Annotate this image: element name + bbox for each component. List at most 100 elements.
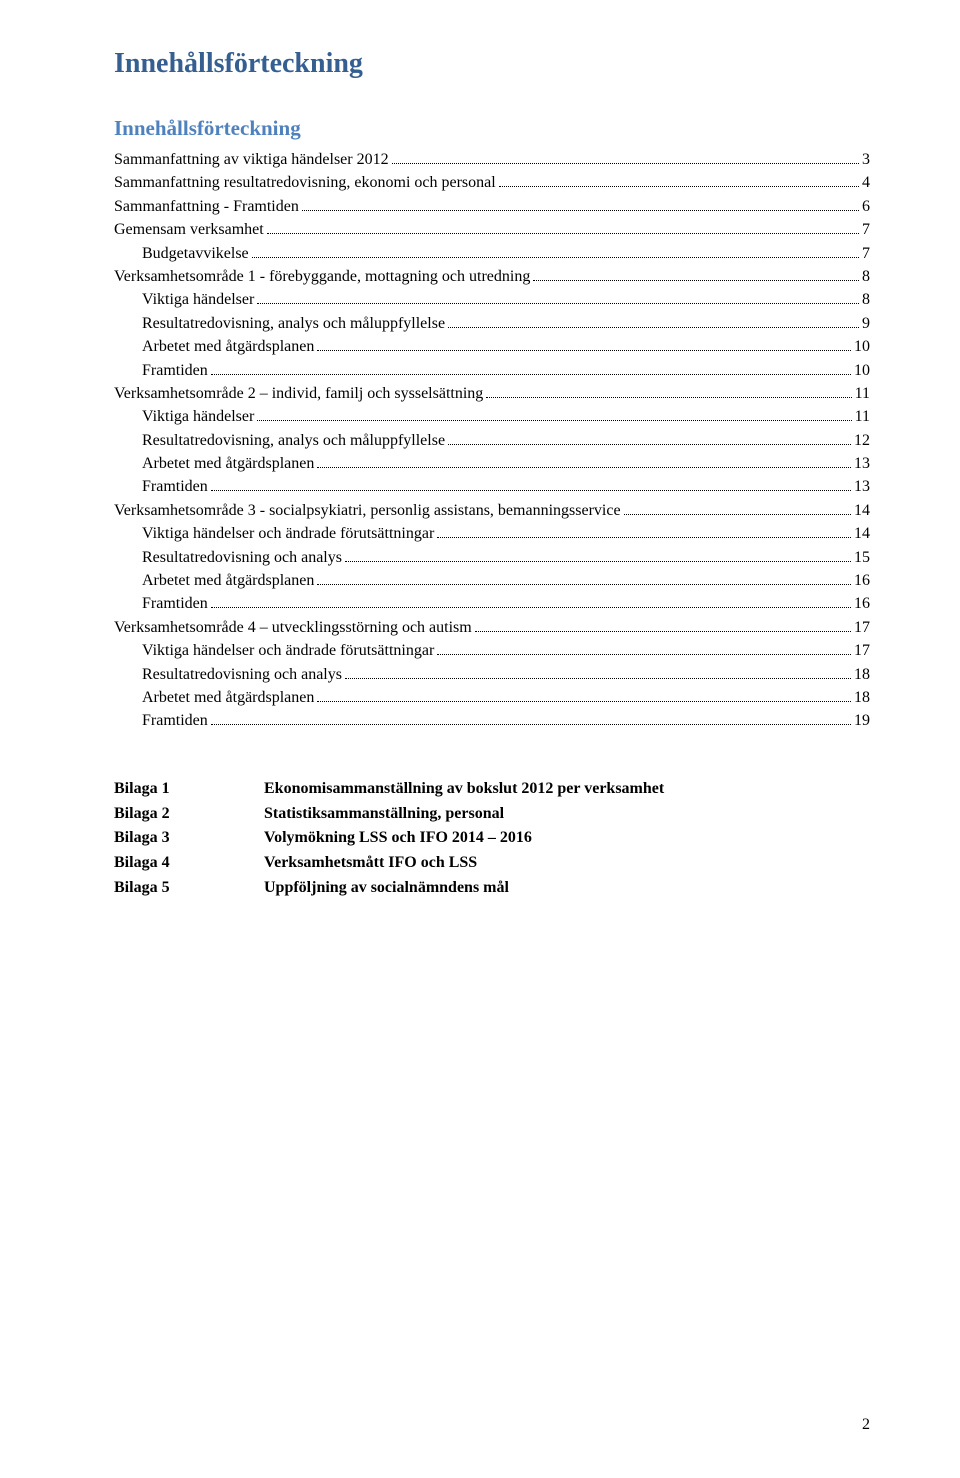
toc-label: Viktiga händelser och ändrade förutsättn… — [142, 640, 434, 662]
sub-title: Innehållsförteckning — [114, 116, 870, 141]
toc-label: Verksamhetsområde 1 - förebyggande, mott… — [114, 266, 530, 288]
toc-dots — [317, 701, 851, 702]
toc-line: Gemensam verksamhet 7 — [114, 219, 870, 241]
toc-page: 11 — [855, 383, 870, 405]
toc-label: Verksamhetsområde 4 – utvecklingsstörnin… — [114, 617, 472, 639]
toc-page: 10 — [854, 336, 870, 358]
toc-dots — [437, 654, 851, 655]
toc-line: Arbetet med åtgärdsplanen 13 — [114, 453, 870, 475]
main-title: Innehållsförteckning — [114, 48, 870, 80]
toc-dots — [317, 350, 851, 351]
toc-page: 13 — [854, 453, 870, 475]
toc-dots — [257, 303, 859, 304]
toc-dots — [317, 584, 851, 585]
toc-page: 8 — [862, 266, 870, 288]
bilaga-line: Bilaga 4Verksamhetsmått IFO och LSS — [114, 851, 870, 876]
toc-dots — [486, 397, 851, 398]
toc-line: Arbetet med åtgärdsplanen 10 — [114, 336, 870, 358]
bilaga-key: Bilaga 3 — [114, 826, 264, 851]
toc-label: Arbetet med åtgärdsplanen — [142, 336, 314, 358]
toc-dots — [437, 537, 851, 538]
toc-dots — [211, 490, 851, 491]
toc-line: Viktiga händelser och ändrade förutsättn… — [114, 640, 870, 662]
toc-dots — [475, 631, 851, 632]
toc-page: 4 — [862, 172, 870, 194]
toc-page: 13 — [854, 476, 870, 498]
toc-line: Framtiden 16 — [114, 593, 870, 615]
toc-line: Resultatredovisning och analys18 — [114, 664, 870, 686]
toc-page: 6 — [862, 196, 870, 218]
toc-line: Verksamhetsområde 4 – utvecklingsstörnin… — [114, 617, 870, 639]
bilaga-line: Bilaga 1Ekonomisammanställning av bokslu… — [114, 777, 870, 802]
toc-page: 17 — [854, 640, 870, 662]
bilaga-value: Verksamhetsmått IFO och LSS — [264, 851, 477, 876]
toc-label: Verksamhetsområde 2 – individ, familj oc… — [114, 383, 483, 405]
toc-dots — [392, 163, 859, 164]
toc-line: Arbetet med åtgärdsplanen16 — [114, 570, 870, 592]
toc-label: Sammanfattning av viktiga händelser 2012 — [114, 149, 389, 171]
toc-page: 14 — [854, 523, 870, 545]
bilaga-line: Bilaga 2Statistiksammanställning, person… — [114, 802, 870, 827]
toc-label: Arbetet med åtgärdsplanen — [142, 453, 314, 475]
toc-line: Viktiga händelser11 — [114, 406, 870, 428]
toc-dots — [533, 280, 859, 281]
page-number: 2 — [862, 1416, 870, 1434]
toc-dots — [624, 514, 851, 515]
bilaga-line: Bilaga 3Volymökning LSS och IFO 2014 – 2… — [114, 826, 870, 851]
toc-label: Framtiden — [142, 710, 208, 732]
toc-label: Verksamhetsområde 3 - socialpsykiatri, p… — [114, 500, 621, 522]
toc-dots — [252, 257, 859, 258]
toc-line: Verksamhetsområde 2 – individ, familj oc… — [114, 383, 870, 405]
toc-page: 15 — [854, 547, 870, 569]
toc-dots — [211, 724, 851, 725]
toc-page: 16 — [854, 593, 870, 615]
toc-page: 18 — [854, 687, 870, 709]
toc-page: 12 — [854, 430, 870, 452]
toc-line: Viktiga händelser och ändrade förutsättn… — [114, 523, 870, 545]
toc-label: Viktiga händelser — [142, 289, 254, 311]
toc-dots — [267, 233, 859, 234]
toc-line: Framtiden13 — [114, 476, 870, 498]
toc-label: Viktiga händelser och ändrade förutsättn… — [142, 523, 434, 545]
toc-label: Framtiden — [142, 593, 208, 615]
bilaga-key: Bilaga 2 — [114, 802, 264, 827]
toc-line: Arbetet med åtgärdsplanen18 — [114, 687, 870, 709]
toc-label: Resultatredovisning, analys och måluppfy… — [142, 430, 445, 452]
toc-line: Resultatredovisning, analys och måluppfy… — [114, 313, 870, 335]
toc-page: 11 — [855, 406, 870, 428]
toc-container: Sammanfattning av viktiga händelser 2012… — [114, 149, 870, 733]
toc-page: 18 — [854, 664, 870, 686]
toc-label: Resultatredovisning och analys — [142, 547, 342, 569]
bilaga-section: Bilaga 1Ekonomisammanställning av bokslu… — [114, 777, 870, 901]
toc-label: Sammanfattning - Framtiden — [114, 196, 299, 218]
toc-page: 3 — [862, 149, 870, 171]
toc-line: Sammanfattning resultatredovisning, ekon… — [114, 172, 870, 194]
bilaga-line: Bilaga 5Uppföljning av socialnämndens må… — [114, 876, 870, 901]
toc-page: 17 — [854, 617, 870, 639]
toc-label: Sammanfattning resultatredovisning, ekon… — [114, 172, 496, 194]
bilaga-key: Bilaga 4 — [114, 851, 264, 876]
toc-label: Resultatredovisning, analys och måluppfy… — [142, 313, 445, 335]
toc-dots — [345, 678, 851, 679]
bilaga-key: Bilaga 5 — [114, 876, 264, 901]
toc-label: Gemensam verksamhet — [114, 219, 264, 241]
toc-page: 16 — [854, 570, 870, 592]
toc-page: 7 — [862, 243, 870, 265]
toc-page: 7 — [862, 219, 870, 241]
toc-page: 10 — [854, 360, 870, 382]
toc-line: Budgetavvikelse7 — [114, 243, 870, 265]
toc-line: Resultatredovisning, analys och måluppfy… — [114, 430, 870, 452]
toc-dots — [211, 374, 851, 375]
toc-dots — [302, 210, 859, 211]
toc-line: Framtiden10 — [114, 360, 870, 382]
toc-line: Verksamhetsområde 1 - förebyggande, mott… — [114, 266, 870, 288]
toc-page: 8 — [862, 289, 870, 311]
toc-dots — [345, 561, 851, 562]
bilaga-value: Ekonomisammanställning av bokslut 2012 p… — [264, 777, 664, 802]
toc-line: Resultatredovisning och analys 15 — [114, 547, 870, 569]
toc-page: 14 — [854, 500, 870, 522]
toc-line: Verksamhetsområde 3 - socialpsykiatri, p… — [114, 500, 870, 522]
toc-line: Sammanfattning - Framtiden 6 — [114, 196, 870, 218]
toc-dots — [448, 444, 851, 445]
bilaga-key: Bilaga 1 — [114, 777, 264, 802]
